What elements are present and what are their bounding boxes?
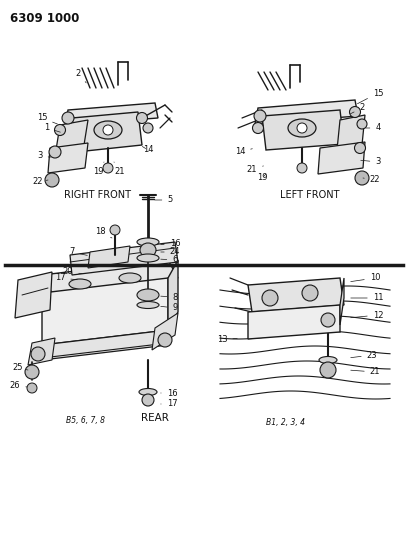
Circle shape bbox=[355, 142, 366, 154]
Circle shape bbox=[297, 123, 307, 133]
Ellipse shape bbox=[137, 254, 159, 262]
Text: 21: 21 bbox=[114, 162, 125, 176]
Text: 21: 21 bbox=[247, 166, 264, 174]
Polygon shape bbox=[337, 115, 365, 150]
Circle shape bbox=[321, 313, 335, 327]
Circle shape bbox=[297, 163, 307, 173]
Ellipse shape bbox=[137, 302, 159, 309]
Text: REAR: REAR bbox=[141, 413, 169, 423]
Text: 25: 25 bbox=[13, 364, 28, 373]
Circle shape bbox=[137, 112, 148, 124]
Circle shape bbox=[357, 119, 367, 129]
Text: 2: 2 bbox=[75, 69, 86, 83]
Circle shape bbox=[143, 123, 153, 133]
Polygon shape bbox=[248, 278, 344, 312]
Polygon shape bbox=[262, 110, 344, 150]
Ellipse shape bbox=[142, 394, 154, 406]
Circle shape bbox=[25, 365, 39, 379]
Text: 19: 19 bbox=[93, 162, 104, 176]
Text: B1, 2, 3, 4: B1, 2, 3, 4 bbox=[266, 417, 304, 426]
Text: 19: 19 bbox=[257, 174, 267, 182]
Polygon shape bbox=[42, 278, 168, 345]
Text: 3: 3 bbox=[37, 150, 50, 159]
Ellipse shape bbox=[69, 279, 91, 289]
Ellipse shape bbox=[137, 289, 159, 301]
Text: 7: 7 bbox=[69, 247, 87, 256]
Text: 22: 22 bbox=[33, 177, 48, 187]
Circle shape bbox=[350, 107, 361, 117]
Text: 13: 13 bbox=[217, 335, 237, 344]
Polygon shape bbox=[65, 103, 158, 125]
Text: 18: 18 bbox=[95, 228, 112, 238]
Text: 17: 17 bbox=[55, 273, 77, 282]
Circle shape bbox=[262, 290, 278, 306]
Text: 14: 14 bbox=[142, 146, 153, 155]
Ellipse shape bbox=[119, 273, 141, 283]
Ellipse shape bbox=[319, 357, 337, 364]
Polygon shape bbox=[48, 143, 88, 173]
Polygon shape bbox=[15, 272, 52, 318]
Text: 11: 11 bbox=[351, 294, 383, 303]
Polygon shape bbox=[72, 112, 142, 152]
Text: 14: 14 bbox=[235, 148, 252, 157]
Text: 23: 23 bbox=[351, 351, 377, 359]
Text: 12: 12 bbox=[351, 311, 383, 319]
Text: 16: 16 bbox=[161, 389, 177, 398]
Circle shape bbox=[110, 225, 120, 235]
Text: 15: 15 bbox=[37, 114, 58, 124]
Circle shape bbox=[45, 173, 59, 187]
Polygon shape bbox=[340, 278, 344, 325]
Circle shape bbox=[27, 383, 37, 393]
Polygon shape bbox=[318, 142, 365, 174]
Text: 6309 1000: 6309 1000 bbox=[10, 12, 80, 25]
Polygon shape bbox=[70, 242, 178, 275]
Text: LEFT FRONT: LEFT FRONT bbox=[280, 190, 340, 200]
Ellipse shape bbox=[94, 121, 122, 139]
Text: 5: 5 bbox=[155, 196, 173, 205]
Polygon shape bbox=[42, 260, 178, 293]
Polygon shape bbox=[255, 100, 358, 124]
Text: 10: 10 bbox=[351, 273, 380, 282]
Circle shape bbox=[103, 163, 113, 173]
Text: 6: 6 bbox=[161, 255, 178, 264]
Circle shape bbox=[49, 146, 61, 158]
Text: 8: 8 bbox=[161, 293, 178, 302]
Text: B5, 6, 7, 8: B5, 6, 7, 8 bbox=[66, 416, 104, 424]
Text: 3: 3 bbox=[361, 157, 381, 166]
Text: 20: 20 bbox=[63, 268, 82, 277]
Text: 26: 26 bbox=[10, 381, 27, 390]
Text: 15: 15 bbox=[357, 88, 383, 104]
Text: 24: 24 bbox=[161, 247, 180, 256]
Circle shape bbox=[55, 125, 66, 135]
Circle shape bbox=[158, 333, 172, 347]
Text: 1: 1 bbox=[44, 124, 60, 133]
Text: 4: 4 bbox=[366, 124, 381, 133]
Polygon shape bbox=[28, 338, 55, 365]
Ellipse shape bbox=[140, 243, 156, 257]
Polygon shape bbox=[42, 330, 168, 360]
Text: 16: 16 bbox=[161, 238, 180, 247]
Ellipse shape bbox=[139, 389, 157, 395]
Circle shape bbox=[103, 125, 113, 135]
Circle shape bbox=[320, 362, 336, 378]
Polygon shape bbox=[168, 260, 178, 330]
Circle shape bbox=[302, 285, 318, 301]
Circle shape bbox=[254, 110, 266, 122]
Circle shape bbox=[62, 112, 74, 124]
Text: RIGHT FRONT: RIGHT FRONT bbox=[64, 190, 131, 200]
Text: 9: 9 bbox=[161, 303, 177, 312]
Polygon shape bbox=[56, 120, 88, 150]
Text: 22: 22 bbox=[363, 175, 380, 184]
Text: 2: 2 bbox=[350, 103, 365, 114]
Circle shape bbox=[31, 347, 45, 361]
Ellipse shape bbox=[137, 238, 159, 246]
Circle shape bbox=[253, 123, 264, 133]
Polygon shape bbox=[152, 313, 178, 350]
Polygon shape bbox=[88, 246, 130, 268]
Text: 17: 17 bbox=[161, 400, 177, 408]
Polygon shape bbox=[248, 305, 340, 339]
Text: 21: 21 bbox=[351, 367, 380, 376]
Circle shape bbox=[355, 171, 369, 185]
Ellipse shape bbox=[288, 119, 316, 137]
